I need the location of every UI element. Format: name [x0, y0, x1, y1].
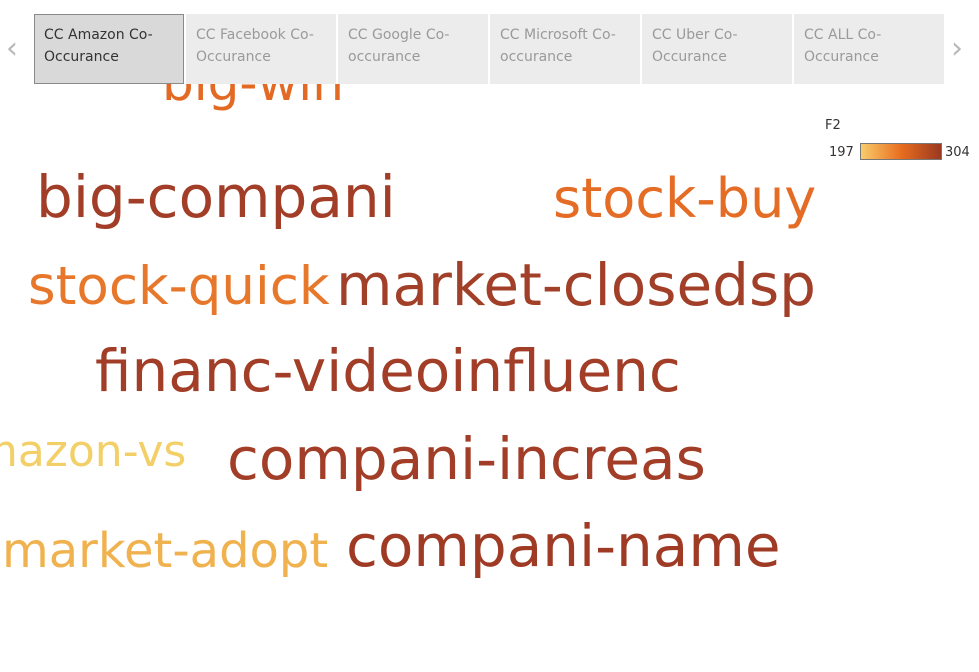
tab-cc-all[interactable]: CC ALL Co- Occurance [794, 14, 944, 84]
word-compani-increas[interactable]: compani-increas [227, 425, 706, 493]
color-legend: F2 197 304 [825, 118, 975, 164]
word-compani-name[interactable]: compani-name [346, 512, 781, 580]
word-stock-buy[interactable]: stock-buy [553, 167, 817, 230]
legend-gradient-bar [860, 143, 942, 160]
chevron-left-icon[interactable]: ‹ [6, 31, 18, 66]
legend-min-value: 197 [829, 145, 854, 160]
chevron-right-icon[interactable]: › [951, 31, 963, 66]
tab-cc-microsoft[interactable]: CC Microsoft Co- occurance [490, 14, 640, 84]
tab-cc-uber[interactable]: CC Uber Co- Occurance [642, 14, 792, 84]
tab-cc-google[interactable]: CC Google Co- occurance [338, 14, 488, 84]
tab-cc-facebook[interactable]: CC Facebook Co- Occurance [186, 14, 336, 84]
word-stock-quick[interactable]: stock-quick [28, 256, 330, 317]
word-big-win[interactable]: big-win [162, 84, 344, 108]
tab-cc-amazon[interactable]: CC Amazon Co- Occurance [34, 14, 184, 84]
word-big-compani[interactable]: big-compani [36, 163, 396, 231]
tab-bar: ‹ CC Amazon Co- Occurance CC Facebook Co… [0, 14, 979, 84]
word-cloud: big-win big-compani stock-buy stock-quic… [0, 84, 979, 672]
word-amazon-vs[interactable]: amazon-vs [0, 426, 187, 477]
word-market-closedsp[interactable]: market-closedsp [336, 251, 817, 319]
legend-title: F2 [825, 118, 841, 133]
legend-max-value: 304 [945, 145, 970, 160]
word-market-adopt[interactable]: market-adopt [2, 523, 329, 579]
word-financ-videoinfluenc[interactable]: financ-videoinfluenc [95, 337, 681, 405]
